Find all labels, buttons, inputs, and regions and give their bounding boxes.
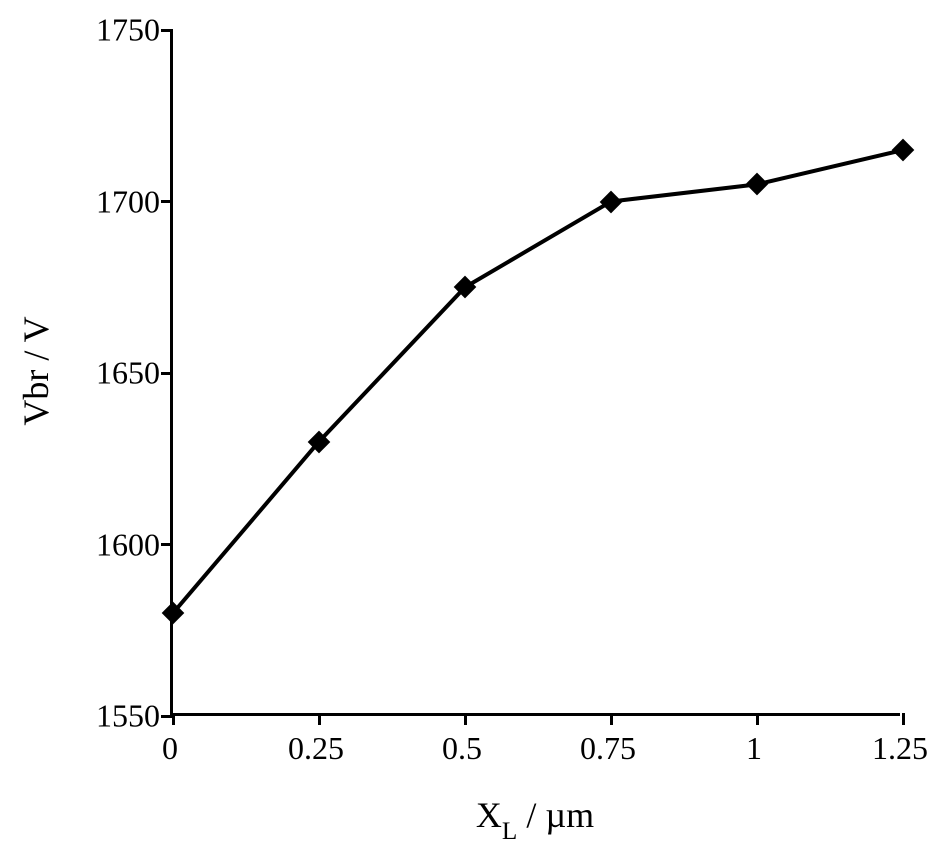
x-tick-label: 0.5 xyxy=(442,730,482,767)
y-tick-label: 1600 xyxy=(96,526,160,563)
data-marker xyxy=(454,276,477,299)
x-tick-label: 0.75 xyxy=(580,730,636,767)
y-tick xyxy=(161,200,173,203)
chart-container: Vbr / V XL / µm 1550 1600 1650 1700 1750 0 0.2… xyxy=(0,0,942,865)
x-tick xyxy=(318,713,321,725)
x-axis-title-prefix: X xyxy=(476,795,502,835)
series-line xyxy=(173,150,903,613)
y-tick-label: 1650 xyxy=(96,355,160,392)
x-tick xyxy=(172,713,175,725)
x-tick xyxy=(756,713,759,725)
y-tick-label: 1750 xyxy=(96,12,160,49)
y-tick xyxy=(161,29,173,32)
data-line-svg xyxy=(173,30,903,716)
data-marker xyxy=(892,139,915,162)
x-tick-label: 1.25 xyxy=(872,730,928,767)
x-tick-label: 0 xyxy=(162,730,178,767)
x-axis-title-sub: L xyxy=(502,818,517,845)
x-axis-title-suffix: / µm xyxy=(517,795,594,835)
x-axis-title: XL / µm xyxy=(476,794,594,842)
x-tick-label: 0.25 xyxy=(288,730,344,767)
y-axis-title: Vbr / V xyxy=(15,316,57,425)
data-marker xyxy=(308,430,331,453)
y-tick xyxy=(161,543,173,546)
x-tick-label: 1 xyxy=(746,730,762,767)
y-tick-label: 1700 xyxy=(96,183,160,220)
x-tick xyxy=(464,713,467,725)
plot-area xyxy=(170,30,900,716)
y-tick-label: 1550 xyxy=(96,698,160,735)
data-marker xyxy=(600,190,623,213)
x-tick xyxy=(902,713,905,725)
y-tick xyxy=(161,372,173,375)
data-marker xyxy=(162,602,185,625)
data-marker xyxy=(746,173,769,196)
x-tick xyxy=(610,713,613,725)
